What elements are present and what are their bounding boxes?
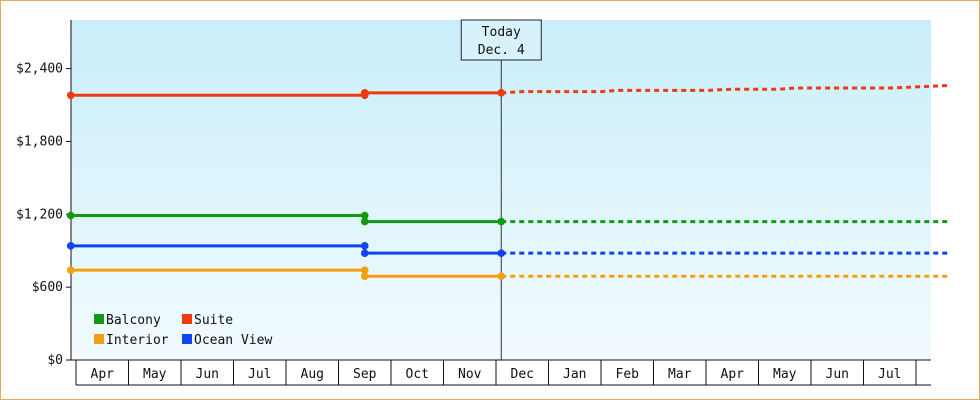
month-label: Apr: [721, 367, 745, 382]
y-tick-label: $600: [32, 280, 63, 295]
ocean-view-point: [360, 249, 369, 257]
ocean-view-legend-label: Ocean View: [194, 333, 272, 348]
ocean-view-point: [360, 242, 369, 250]
month-label: May: [143, 367, 167, 382]
today-date: Dec. 4: [478, 43, 525, 58]
interior-legend-swatch: [94, 334, 104, 344]
suite-point: [66, 91, 75, 100]
interior-point: [360, 272, 369, 281]
balcony-point: [360, 217, 369, 226]
month-label: Dec: [511, 367, 534, 382]
ocean-view-legend-swatch: [182, 334, 192, 344]
month-label: Aug: [301, 367, 324, 382]
suite-legend-swatch: [182, 314, 192, 324]
month-label: May: [773, 367, 797, 382]
balcony-legend-swatch: [94, 314, 104, 324]
today-box: [460, 19, 542, 61]
interior-point: [360, 266, 369, 274]
interior-legend-label: Interior: [106, 333, 169, 348]
month-label: Oct: [406, 367, 429, 382]
balcony-point: [360, 211, 369, 220]
month-label: Jul: [878, 367, 901, 382]
month-label: Jan: [563, 367, 586, 382]
y-tick-label: $0: [47, 353, 63, 368]
ocean-view-point: [497, 249, 506, 257]
today-label: Today: [482, 25, 521, 40]
suite-legend-label: Suite: [194, 313, 233, 328]
month-label: Apr: [91, 367, 115, 382]
suite-point: [497, 89, 506, 97]
month-label: Jun: [196, 367, 219, 382]
suite-point: [360, 89, 369, 97]
balcony-point: [66, 211, 75, 220]
suite-forecast-line: [501, 84, 948, 95]
month-label: Sep: [353, 367, 377, 382]
interior-point: [66, 266, 75, 274]
month-label: Mar: [668, 367, 692, 382]
month-label: Feb: [616, 367, 640, 382]
ocean-view-point: [66, 242, 75, 250]
y-tick-label: $1,200: [16, 207, 63, 222]
y-tick-label: $1,800: [16, 134, 63, 149]
month-label: Jun: [826, 367, 849, 382]
interior-point: [497, 272, 506, 281]
balcony-point: [497, 217, 506, 226]
month-label: Jul: [248, 367, 271, 382]
balcony-legend-label: Balcony: [106, 313, 161, 328]
month-label: Nov: [458, 367, 482, 382]
y-tick-label: $2,400: [16, 62, 63, 77]
